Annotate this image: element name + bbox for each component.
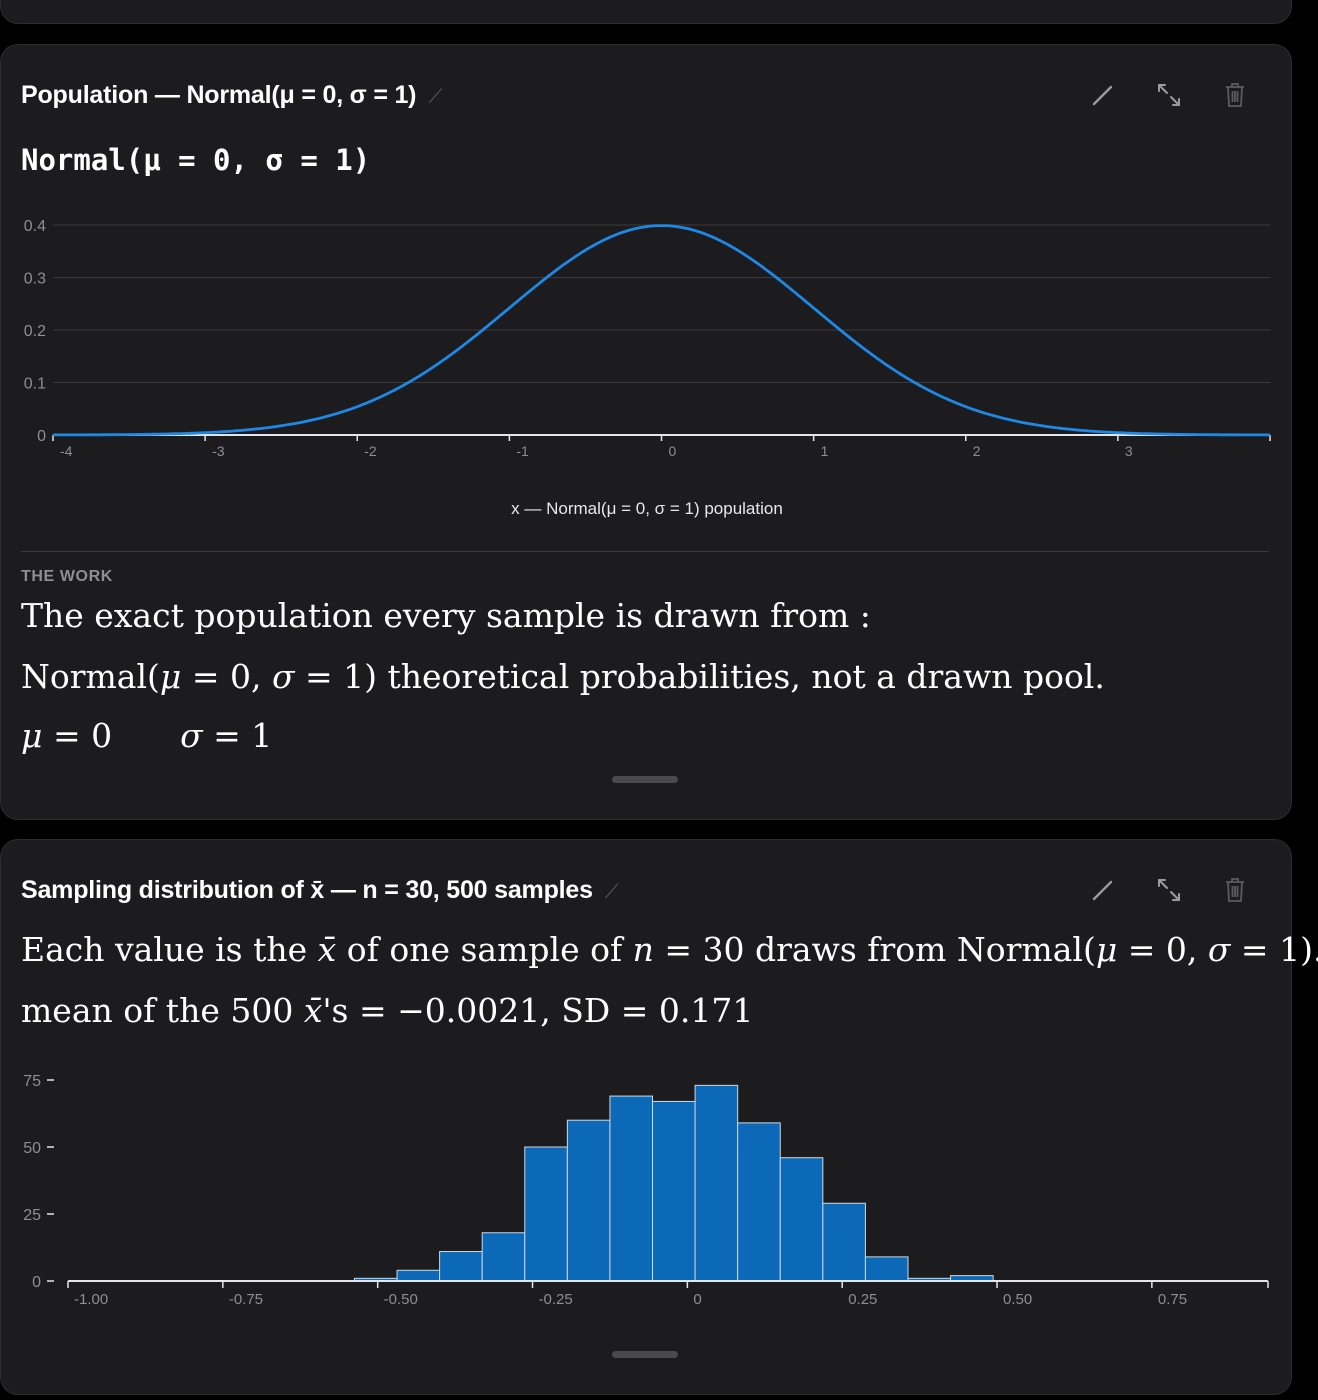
section-divider bbox=[21, 551, 1269, 552]
population-pdf-chart: 0 0.1 0.2 0.3 0.4 -4 -3 -2 -1 0 1 2 3 bbox=[24, 218, 1271, 459]
population-card-header: Population — Normal(μ = 0, σ = 1) ⟋ bbox=[21, 75, 1271, 115]
trash-icon[interactable] bbox=[1215, 79, 1255, 111]
sampling-resize-handle[interactable] bbox=[612, 1351, 678, 1358]
work-line-2-sigma: σ bbox=[271, 657, 295, 696]
hist-y-tick-label: 50 bbox=[23, 1140, 41, 1157]
pdf-x-tick-label: -1 bbox=[516, 443, 529, 459]
hist-x-tick-label: 0 bbox=[693, 1291, 701, 1308]
hist-bar bbox=[864, 1256, 909, 1282]
hist-x-tick-label: -1.00 bbox=[74, 1291, 108, 1308]
population-card-title: Population — Normal(μ = 0, σ = 1) ⟋ bbox=[21, 81, 442, 110]
sampling-line-1-n: n bbox=[632, 930, 654, 969]
previous-card bbox=[0, 0, 1292, 24]
pdf-x-tick-label: 1 bbox=[821, 443, 829, 459]
sampling-line-1-mu: μ bbox=[1095, 930, 1118, 969]
sampling-card-title: Sampling distribution of x̄ — n = 30, 50… bbox=[21, 876, 619, 905]
sigma-value: = 1 bbox=[202, 716, 273, 755]
work-line-1: The exact population every sample is dra… bbox=[21, 596, 871, 635]
pdf-x-tick-label: -4 bbox=[60, 443, 73, 459]
sampling-line-2: mean of the 500 x̄'s = −0.0021, SD = 0.1… bbox=[21, 991, 753, 1030]
pdf-x-tick-label: 2 bbox=[973, 443, 981, 459]
sampling-line-1-e: = 1). bbox=[1230, 930, 1318, 969]
title-edit-icon[interactable]: ⟋ bbox=[604, 881, 619, 903]
work-line-2-tail: = 1) theoretical probabilities, not a dr… bbox=[294, 657, 1105, 696]
hist-bar bbox=[694, 1084, 739, 1282]
hist-y-tick-label: 25 bbox=[23, 1207, 41, 1224]
pdf-y-tick-label: 0.2 bbox=[24, 323, 46, 340]
work-line-2: Normal(μ = 0, σ = 1) theoretical probabi… bbox=[21, 657, 1105, 696]
work-line-2-mid: = 0, bbox=[181, 657, 272, 696]
sampling-card-header: Sampling distribution of x̄ — n = 30, 50… bbox=[21, 870, 1271, 910]
pdf-curve bbox=[53, 224, 1270, 437]
sampling-line-2-xbar: x̄ bbox=[303, 991, 323, 1030]
hist-x-tick-label: -0.50 bbox=[384, 1291, 418, 1308]
sampling-line-1-d: = 0, bbox=[1117, 930, 1208, 969]
mu-value: = 0 bbox=[42, 716, 113, 755]
hist-bar bbox=[566, 1119, 611, 1282]
pdf-x-tick-label: 3 bbox=[1125, 443, 1133, 459]
hist-bar bbox=[737, 1122, 781, 1282]
pdf-x-tick-label: -3 bbox=[212, 443, 225, 459]
work-line-2-head: Normal( bbox=[21, 657, 160, 696]
population-resize-handle[interactable] bbox=[612, 776, 678, 783]
pdf-y-tick-label: 0.1 bbox=[24, 376, 46, 393]
hist-x-tick-label: -0.75 bbox=[229, 1291, 263, 1308]
hist-bar bbox=[822, 1202, 866, 1282]
pencil-icon[interactable] bbox=[1083, 874, 1123, 906]
sampling-title-text: Sampling distribution of x̄ — n = 30, 50… bbox=[21, 876, 593, 904]
hist-x-tick-label: 0.50 bbox=[1003, 1291, 1032, 1308]
pencil-icon[interactable] bbox=[1083, 79, 1123, 111]
hist-y-tick-label: 0 bbox=[32, 1274, 41, 1291]
expand-icon[interactable] bbox=[1149, 874, 1189, 906]
hist-bar bbox=[524, 1146, 568, 1282]
hist-x-tick-label: -0.25 bbox=[539, 1291, 573, 1308]
work-line-3: μ = 0 σ = 1 bbox=[21, 716, 272, 755]
hist-y-tick-label: 75 bbox=[23, 1073, 41, 1090]
sampling-line-2-a: mean of the 500 bbox=[21, 991, 304, 1030]
work-section-label: THE WORK bbox=[21, 568, 113, 585]
pdf-x-axis-label: x — Normal(μ = 0, σ = 1) population bbox=[511, 499, 783, 518]
pdf-y-tick-label: 0 bbox=[37, 428, 46, 445]
sampling-line-1: Each value is the x̄ of one sample of n … bbox=[21, 930, 1318, 969]
sampling-line-1-a: Each value is the bbox=[21, 930, 318, 969]
pdf-x-tick-label: 0 bbox=[669, 443, 677, 459]
mu-symbol: μ bbox=[21, 716, 43, 755]
sigma-symbol: σ bbox=[180, 716, 203, 755]
hist-bar bbox=[652, 1100, 696, 1282]
hist-bar bbox=[779, 1157, 824, 1282]
sampling-line-1-sigma: σ bbox=[1207, 930, 1231, 969]
hist-bar bbox=[396, 1269, 441, 1282]
trash-icon[interactable] bbox=[1215, 874, 1255, 906]
sampling-line-1-c: = 30 draws from Normal( bbox=[653, 930, 1096, 969]
hist-bar bbox=[439, 1251, 483, 1282]
sampling-line-1-xbar: x̄ bbox=[317, 930, 337, 969]
hist-bar bbox=[481, 1232, 526, 1282]
sampling-line-2-b: 's = −0.0021, SD = 0.171 bbox=[322, 991, 754, 1030]
hist-x-tick-label: 0.25 bbox=[848, 1291, 877, 1308]
sampling-histogram: 0 25 50 75 -1.00 -0.75 -0.50 -0.25 0 0.25 0.50 0.75 bbox=[23, 1073, 1269, 1308]
sampling-line-1-b: of one sample of bbox=[336, 930, 633, 969]
expand-icon[interactable] bbox=[1149, 79, 1189, 111]
pdf-x-tick-label: -2 bbox=[364, 443, 377, 459]
population-formula: Normal(μ = 0, σ = 1) bbox=[21, 143, 371, 177]
population-card: Population — Normal(μ = 0, σ = 1) ⟋ Norma… bbox=[0, 44, 1292, 820]
pdf-y-tick-label: 0.3 bbox=[24, 271, 46, 288]
work-line-2-mu: μ bbox=[159, 657, 182, 696]
work-line-1-text: The exact population every sample is dra… bbox=[21, 596, 871, 635]
hist-bar bbox=[609, 1095, 654, 1282]
title-edit-icon[interactable]: ⟋ bbox=[428, 86, 443, 108]
hist-x-tick-label: 0.75 bbox=[1158, 1291, 1187, 1308]
population-title-text: Population — Normal(μ = 0, σ = 1) bbox=[21, 81, 417, 109]
pdf-y-tick-label: 0.4 bbox=[24, 218, 46, 235]
sampling-card: Sampling distribution of x̄ — n = 30, 50… bbox=[0, 839, 1318, 1395]
